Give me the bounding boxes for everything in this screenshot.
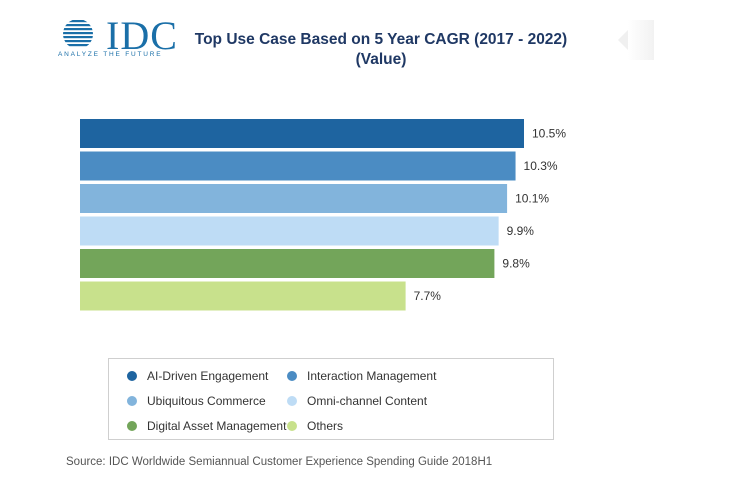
bar-1 <box>80 151 516 181</box>
globe-icon <box>63 20 93 47</box>
legend-label: AI-Driven Engagement <box>147 369 269 383</box>
bar-value-label-3: 9.9% <box>507 224 535 238</box>
bar-value-label-2: 10.1% <box>515 192 549 206</box>
legend-swatch-icon <box>287 396 297 406</box>
legend-label: Ubiquitous Commerce <box>147 394 266 408</box>
legend-label: Omni-channel Content <box>307 394 428 408</box>
legend-swatch-icon <box>287 421 297 431</box>
legend: AI-Driven Engagement Interaction Manageme… <box>108 358 554 440</box>
legend-swatch-icon <box>127 396 137 406</box>
idc-logo: IDC ANALYZE THE FUTURE <box>56 13 177 62</box>
bar-0 <box>80 119 524 148</box>
decorative-shape <box>618 20 654 60</box>
legend-swatch-icon <box>127 421 137 431</box>
logo-text: IDC <box>106 13 178 58</box>
bar-value-label-1: 10.3% <box>524 159 558 173</box>
legend-swatch-icon <box>287 371 297 381</box>
legend-swatch-icon <box>127 371 137 381</box>
legend-label: Others <box>307 419 344 433</box>
legend-item-5: Others <box>287 419 343 433</box>
legend-label: Interaction Management <box>307 369 437 383</box>
legend-label: Digital Asset Management <box>147 419 287 433</box>
bar-4 <box>80 249 495 278</box>
bar-2 <box>80 184 508 213</box>
bar-value-label-4: 9.8% <box>502 257 530 271</box>
chart-title: Top Use Case Based on 5 Year CAGR (2017 … <box>194 31 568 68</box>
legend-item-0: AI-Driven Engagement <box>127 369 268 383</box>
bar-value-label-5: 7.7% <box>414 289 442 303</box>
legend-item-1: Interaction Management <box>287 369 436 383</box>
bar-value-label-0: 10.5% <box>532 127 566 141</box>
source-note: Source: IDC Worldwide Semiannual Custome… <box>66 456 493 468</box>
legend-item-4: Digital Asset Management <box>127 419 286 433</box>
logo-tagline: ANALYZE THE FUTURE <box>58 51 163 58</box>
bar-5 <box>80 281 406 311</box>
legend-item-2: Ubiquitous Commerce <box>127 394 266 408</box>
legend-item-3: Omni-channel Content <box>287 394 427 408</box>
bar-3 <box>80 216 499 246</box>
